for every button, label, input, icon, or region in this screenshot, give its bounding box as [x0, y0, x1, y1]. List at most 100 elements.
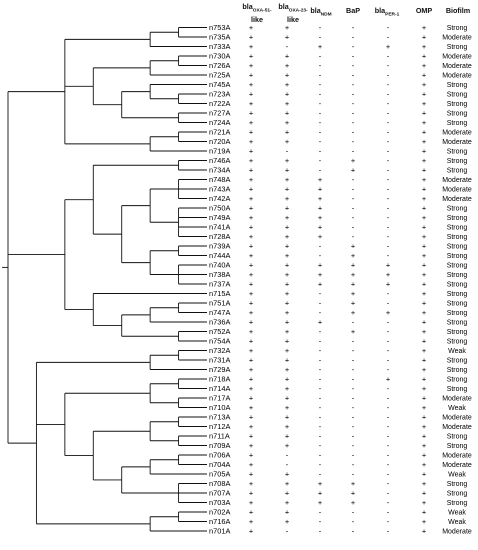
oxa51-cell: + — [249, 261, 253, 270]
per-cell: - — [387, 489, 390, 498]
ndm-cell: - — [319, 365, 322, 374]
isolate-label: n748A — [209, 175, 230, 184]
bap-cell: - — [352, 71, 355, 80]
table-row: n729A + + - - - + Strong — [209, 365, 467, 374]
per-cell: - — [387, 166, 390, 175]
isolate-label: n702A — [209, 508, 230, 517]
oxa51-cell: + — [249, 432, 253, 441]
per-cell: - — [387, 194, 390, 203]
omp-cell: + — [422, 337, 426, 346]
oxa51-cell: + — [249, 337, 253, 346]
oxa51-cell: + — [249, 251, 253, 260]
oxa23-cell: + — [285, 413, 289, 422]
ndm-cell: - — [319, 327, 322, 336]
omp-cell: + — [422, 261, 426, 270]
biofilm-cell: Strong — [447, 434, 468, 441]
bap-cell: - — [352, 517, 355, 526]
table-row: n727A + + - - - + Strong — [209, 109, 467, 118]
per-cell: - — [387, 71, 390, 80]
oxa23-cell: + — [285, 23, 289, 32]
isolate-label: n723A — [209, 90, 230, 99]
bap-cell: - — [352, 61, 355, 70]
omp-cell: + — [422, 384, 426, 393]
oxa23-cell: + — [285, 232, 289, 241]
omp-cell: + — [422, 346, 426, 355]
per-cell: - — [387, 432, 390, 441]
bap-cell: - — [352, 432, 355, 441]
biofilm-cell: Moderate — [442, 139, 472, 146]
omp-cell: + — [422, 137, 426, 146]
omp-cell: + — [422, 71, 426, 80]
oxa51-cell: + — [249, 327, 253, 336]
omp-cell: + — [422, 147, 426, 156]
per-cell: - — [387, 318, 390, 327]
oxa23-cell: + — [285, 346, 289, 355]
omp-cell: + — [422, 470, 426, 479]
bap-cell: + — [351, 156, 355, 165]
isolate-label: n712A — [209, 422, 230, 431]
isolate-label: n710A — [209, 403, 230, 412]
table-row: n702A + + - - - + Weak — [209, 508, 466, 517]
per-cell: - — [387, 479, 390, 488]
oxa23-cell: + — [285, 308, 289, 317]
ndm-cell: - — [319, 128, 322, 137]
table-row: n723A + + - - - + Strong — [209, 90, 467, 99]
oxa23-cell: + — [285, 432, 289, 441]
isolate-label: n719A — [209, 147, 230, 156]
per-cell: - — [387, 223, 390, 232]
biofilm-cell: Moderate — [442, 424, 472, 431]
table-row: n745A + + - - - + Strong — [209, 80, 467, 89]
per-cell: - — [387, 52, 390, 61]
oxa51-cell: + — [249, 508, 253, 517]
omp-cell: + — [422, 175, 426, 184]
header-per-main: bla — [374, 6, 386, 15]
omp-cell: + — [422, 460, 426, 469]
isolate-label: n753A — [209, 23, 230, 32]
biofilm-cell: Strong — [447, 244, 468, 251]
isolate-label: n730A — [209, 52, 230, 61]
oxa23-cell: + — [285, 33, 289, 42]
header-oxa51: blaOXA-51- like — [240, 2, 274, 24]
per-cell: - — [387, 517, 390, 526]
biofilm-cell: Strong — [447, 44, 468, 51]
oxa51-cell: + — [249, 289, 253, 298]
oxa51-cell: + — [249, 109, 253, 118]
oxa23-cell: - — [286, 451, 289, 460]
omp-cell: + — [422, 128, 426, 137]
biofilm-cell: Moderate — [442, 462, 472, 469]
header-oxa23-main: bla — [278, 2, 289, 11]
biofilm-cell: Strong — [447, 225, 468, 232]
ndm-cell: - — [319, 137, 322, 146]
oxa23-cell: + — [285, 270, 289, 279]
biofilm-cell: Weak — [448, 519, 466, 526]
table-row: n703A + + + + - + Strong — [209, 498, 467, 507]
per-cell: - — [387, 413, 390, 422]
isolate-label: n731A — [209, 356, 230, 365]
oxa23-cell: - — [286, 147, 289, 156]
bap-cell: - — [352, 232, 355, 241]
omp-cell: + — [422, 33, 426, 42]
ndm-cell: - — [319, 337, 322, 346]
oxa23-cell: + — [285, 156, 289, 165]
oxa23-cell: + — [285, 213, 289, 222]
oxa51-cell: + — [249, 147, 253, 156]
table-row: n705A + + - - - + Weak — [209, 470, 466, 479]
bap-cell: + — [351, 327, 355, 336]
biofilm-cell: Strong — [447, 253, 468, 260]
header-oxa51-sub: OXA-51- — [252, 8, 272, 14]
isolate-label: n721A — [209, 128, 230, 137]
bap-cell: + — [351, 308, 355, 317]
oxa23-cell: + — [285, 61, 289, 70]
omp-cell: + — [422, 451, 426, 460]
bap-cell: - — [352, 118, 355, 127]
biofilm-cell: Strong — [447, 120, 468, 127]
oxa51-cell: + — [249, 52, 253, 61]
oxa23-cell: + — [285, 251, 289, 260]
oxa51-cell: + — [249, 365, 253, 374]
isolate-label: n739A — [209, 242, 230, 251]
oxa51-cell: + — [249, 61, 253, 70]
oxa23-cell: + — [285, 479, 289, 488]
table-row: n733A + - + - + + Strong — [209, 42, 467, 51]
per-cell: - — [387, 99, 390, 108]
ndm-cell: - — [319, 432, 322, 441]
